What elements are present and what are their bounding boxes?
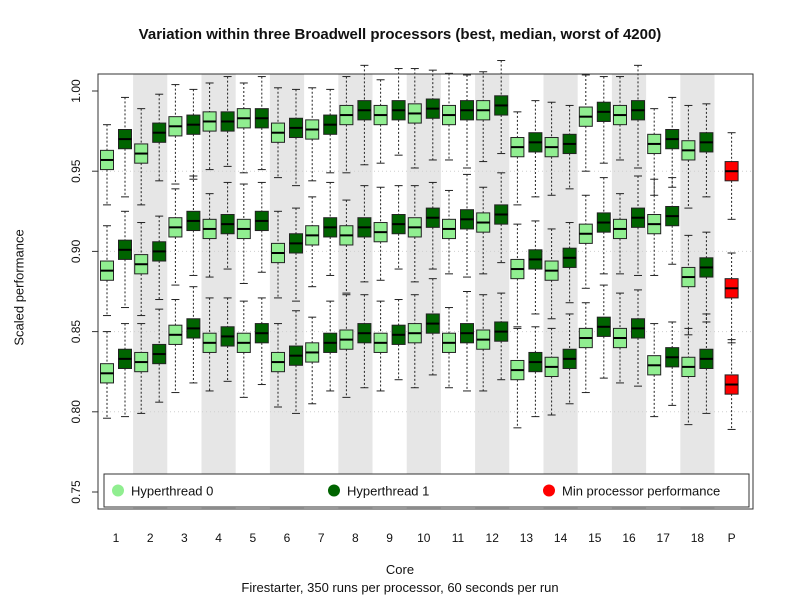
shaded-column <box>269 74 305 509</box>
legend-marker <box>328 484 340 497</box>
chart-title: Variation within three Broadwell process… <box>138 26 662 43</box>
x-tick-label: 18 <box>691 531 705 545</box>
x-tick-label: 4 <box>215 531 222 545</box>
x-tick-label: 16 <box>622 531 636 545</box>
x-tick-label: 1 <box>113 531 120 545</box>
x-tick-label: P <box>728 531 736 545</box>
legend-marker <box>543 484 555 497</box>
shaded-column <box>201 74 236 509</box>
x-tick-label: 13 <box>520 531 534 545</box>
x-tick-label: 9 <box>386 531 393 545</box>
x-tick-label: 6 <box>284 531 291 545</box>
y-tick-label: 1.00 <box>69 79 83 103</box>
y-tick-label: 0.75 <box>69 480 83 504</box>
x-tick-label: 17 <box>657 531 671 545</box>
x-axis-label: Core <box>385 562 415 577</box>
y-tick-label: 0.95 <box>69 159 83 183</box>
chart-subtitle: Firestarter, 350 runs per processor, 60 … <box>241 580 559 595</box>
plot-frame <box>97 73 754 510</box>
x-tick-label: 14 <box>554 531 568 545</box>
x-tick-label: 11 <box>452 531 465 545</box>
y-tick-label: 0.80 <box>69 400 83 424</box>
x-tick-label: 7 <box>318 531 325 545</box>
y-tick-label: 0.90 <box>69 239 83 263</box>
shaded-column <box>406 74 441 509</box>
shaded-column <box>338 74 373 509</box>
legend-label: Hyperthread 0 <box>131 484 213 499</box>
x-tick-label: 2 <box>147 531 154 545</box>
x-tick-label: 10 <box>417 531 431 545</box>
shaded-column <box>475 74 510 509</box>
x-tick-label: 5 <box>249 531 256 545</box>
x-tick-label: 15 <box>588 531 602 545</box>
legend-label: Min processor performance <box>562 484 720 499</box>
legend-box <box>103 473 750 508</box>
y-tick-label: 0.85 <box>69 320 83 344</box>
legend-marker <box>112 484 124 497</box>
shaded-column <box>611 74 647 509</box>
x-tick-label: 8 <box>352 531 359 545</box>
x-tick-label: 3 <box>181 531 188 545</box>
x-tick-label: 12 <box>486 531 500 545</box>
legend-label: Hyperthread 1 <box>347 484 429 499</box>
